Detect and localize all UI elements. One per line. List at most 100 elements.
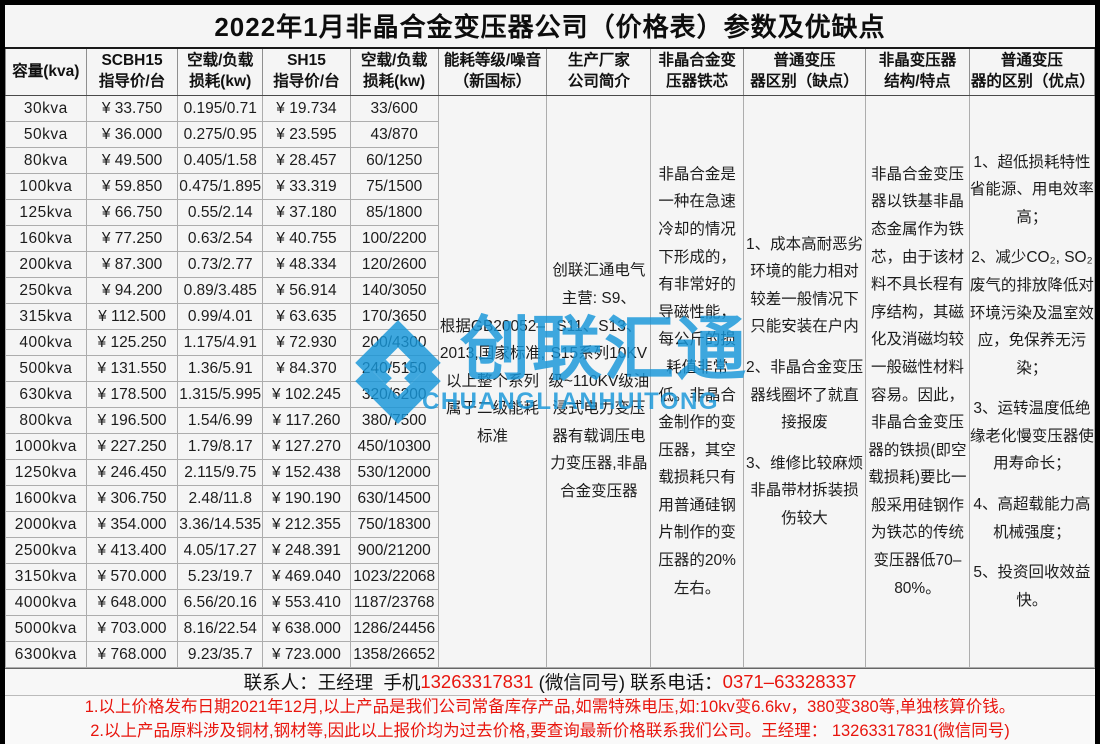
sh15-price-cell: ¥ 212.355	[262, 511, 351, 538]
scbh15-price-cell: ¥ 306.750	[85, 485, 179, 512]
sh15-loss-cell: 240/5150	[349, 355, 439, 382]
scbh15-loss-cell: 3.36/14.535	[177, 511, 264, 538]
sh15-price-cell: ¥ 63.635	[262, 303, 351, 330]
sh15-price-cell: ¥ 19.734	[262, 95, 351, 122]
capacity-cell: 3150kva	[5, 563, 87, 590]
scbh15-loss-cell: 0.275/0.95	[177, 121, 264, 148]
scbh15-price-cell: ¥ 768.000	[85, 641, 179, 668]
sh15-price-cell: ¥ 33.319	[262, 173, 351, 200]
sh15-loss-cell: 100/2200	[349, 225, 439, 252]
energy-standard-cell: 根据GB20052–2013,国家标准,以上整个系列属于二级能耗标准	[437, 95, 548, 668]
capacity-cell: 5000kva	[5, 615, 87, 642]
manufacturer-profile-cell: 创联汇通电气主营: S9、S11、S13、S15系列10KV级~110KV级油浸…	[546, 95, 652, 668]
footnotes: 1.以上价格发布日期2021年12月,以上产品是我们公司常备库存产品,如需特殊电…	[5, 695, 1095, 744]
footnote-2: 2.以上产品原料涉及铜材,钢材等,因此以上报价均为过去价格,要查询最新价格联系我…	[90, 721, 1010, 740]
price-sheet: 2022年1月非晶合金变压器公司（价格表）参数及优缺点 容量(kva) SCBH1…	[5, 5, 1096, 744]
scbh15-loss-cell: 0.405/1.58	[177, 147, 264, 174]
capacity-cell: 500kva	[5, 355, 87, 382]
core-description-cell: 非晶合金是一种在急速冷却的情况下形成的，有非常好的导磁性能，每公斤的损耗值非常低…	[650, 95, 745, 668]
capacity-cell: 1000kva	[5, 433, 87, 460]
contact-label-2: (微信同号) 联系电话：	[533, 672, 723, 693]
sh15-price-cell: ¥ 248.391	[262, 537, 351, 564]
scbh15-price-cell: ¥ 77.250	[85, 225, 179, 252]
sh15-price-cell: ¥ 102.245	[262, 381, 351, 408]
sh15-loss-cell: 900/21200	[349, 537, 439, 564]
sh15-price-cell: ¥ 23.595	[262, 121, 351, 148]
table-row: 100kva ¥ 59.850 0.475/1.895 ¥ 33.319 75/1500	[5, 173, 1095, 200]
table-row: 50kva ¥ 36.000 0.275/0.95 ¥ 23.595 43/870	[5, 121, 1095, 148]
table-row: 2500kva ¥ 413.400 4.05/17.27 ¥ 248.391 900/2…	[5, 537, 1095, 564]
scbh15-price-cell: ¥ 94.200	[85, 277, 179, 304]
scbh15-loss-cell: 1.36/5.91	[177, 355, 264, 382]
sh15-price-cell: ¥ 28.457	[262, 147, 351, 174]
sh15-loss-cell: 170/3650	[349, 303, 439, 330]
scbh15-price-cell: ¥ 87.300	[85, 251, 179, 278]
scbh15-price-cell: ¥ 59.850	[85, 173, 179, 200]
capacity-cell: 30kva	[5, 95, 87, 122]
table-row: 80kva ¥ 49.500 0.405/1.58 ¥ 28.457 60/1250	[5, 147, 1095, 174]
capacity-cell: 250kva	[5, 277, 87, 304]
footnote-1: 1.以上价格发布日期2021年12月,以上产品是我们公司常备库存产品,如需特殊电…	[84, 698, 1016, 716]
capacity-cell: 315kva	[5, 303, 87, 330]
advantages-cell: 1、超低损耗特性省能源、用电效率高； 2、减少CO₂, SO₂废气的排放降低对环境…	[968, 95, 1096, 668]
capacity-cell: 1250kva	[5, 459, 87, 486]
advantages-cell-item: 4、高超载能力高机械强度；	[973, 496, 1091, 541]
sh15-price-cell: ¥ 469.040	[262, 563, 351, 590]
column-header-3: SH15 指导价/台	[262, 47, 351, 96]
disadvantages-cell-item: 3、维修比较麻烦非晶带材拆装损伤较大	[745, 454, 864, 527]
scbh15-price-cell: ¥ 227.250	[85, 433, 179, 460]
scbh15-price-cell: ¥ 196.500	[85, 407, 179, 434]
table-header-row: 容量(kva) SCBH15 指导价/台 空载/负载 损耗(kw) SH15 指导价/…	[5, 47, 1096, 96]
disadvantages-cell-item: 1、成本高耐恶劣环境的能力相对较差一般情况下只能安装在户内	[745, 235, 864, 336]
scbh15-loss-cell: 0.55/2.14	[177, 199, 264, 226]
sh15-price-cell: ¥ 553.410	[262, 589, 351, 616]
advantages-cell-item: 1、超低损耗特性省能源、用电效率高；	[969, 153, 1094, 226]
scbh15-loss-cell: 2.115/9.75	[177, 459, 264, 486]
sh15-price-cell: ¥ 48.334	[262, 251, 351, 278]
scbh15-price-cell: ¥ 49.500	[85, 147, 179, 174]
scbh15-price-cell: ¥ 246.450	[85, 459, 179, 486]
sh15-loss-cell: 750/18300	[349, 511, 439, 538]
scbh15-price-cell: ¥ 36.000	[85, 121, 179, 148]
table-row: 1600kva ¥ 306.750 2.48/11.8 ¥ 190.190 630/14…	[5, 485, 1095, 512]
sh15-price-cell: ¥ 152.438	[262, 459, 351, 486]
table-row: 2000kva ¥ 354.000 3.36/14.535 ¥ 212.355 750/…	[5, 511, 1095, 538]
sh15-price-cell: ¥ 84.370	[262, 355, 351, 382]
sh15-loss-cell: 140/3050	[349, 277, 439, 304]
table-row: 125kva ¥ 66.750 0.55/2.14 ¥ 37.180 85/1800	[5, 199, 1095, 226]
structure-features-cell: 非晶合金变压器以铁基非晶态金属作为铁芯，由于该材料不具长程有序结构，其磁化及消磁…	[865, 95, 970, 668]
scbh15-price-cell: ¥ 33.750	[85, 95, 179, 122]
sh15-loss-cell: 630/14500	[349, 485, 439, 512]
column-header-7: 非晶合金变 压器铁芯	[650, 47, 745, 96]
sh15-loss-cell: 120/2600	[349, 251, 439, 278]
table-row: 30kva ¥ 33.750 0.195/0.71 ¥ 19.734 33/600 根据G…	[5, 95, 1096, 668]
sh15-price-cell: ¥ 723.000	[262, 641, 351, 668]
table-row: 800kva ¥ 196.500 1.54/6.99 ¥ 117.260 380/750…	[5, 407, 1095, 434]
table-row: 200kva ¥ 87.300 0.73/2.77 ¥ 48.334 120/2600	[5, 251, 1095, 278]
sh15-loss-cell: 75/1500	[349, 173, 439, 200]
sh15-loss-cell: 320/6200	[349, 381, 439, 408]
scbh15-loss-cell: 4.05/17.27	[177, 537, 264, 564]
table-row: 160kva ¥ 77.250 0.63/2.54 ¥ 40.755 100/2200	[5, 225, 1095, 252]
capacity-cell: 4000kva	[5, 589, 87, 616]
scbh15-price-cell: ¥ 66.750	[85, 199, 179, 226]
contact-bar: 联系人：王经理 手机 13263317831 (微信同号) 联系电话： 0371–6…	[5, 668, 1095, 695]
column-header-6: 生产厂家 公司简介	[546, 47, 652, 96]
column-header-10: 普通变压 器的区别（优点）	[968, 47, 1096, 96]
contact-label: 联系人：王经理 手机	[243, 672, 421, 693]
capacity-cell: 2500kva	[5, 537, 87, 564]
scbh15-loss-cell: 0.195/0.71	[177, 95, 264, 122]
sh15-price-cell: ¥ 117.260	[262, 407, 351, 434]
scbh15-price-cell: ¥ 125.250	[85, 329, 179, 356]
sh15-price-cell: ¥ 190.190	[262, 485, 351, 512]
advantages-cell-item: 3、运转温度低绝缘老化慢变压器使用寿命长；	[969, 400, 1094, 473]
capacity-cell: 160kva	[5, 225, 87, 252]
contact-phone: 13263317831	[420, 671, 534, 692]
column-header-5: 能耗等级/噪音 （新国标）	[437, 47, 548, 96]
scbh15-price-cell: ¥ 178.500	[85, 381, 179, 408]
sh15-price-cell: ¥ 56.914	[262, 277, 351, 304]
scbh15-loss-cell: 2.48/11.8	[177, 485, 264, 512]
sh15-price-cell: ¥ 638.000	[262, 615, 351, 642]
capacity-cell: 400kva	[5, 329, 87, 356]
contact-tel: 0371–63328337	[722, 671, 857, 692]
